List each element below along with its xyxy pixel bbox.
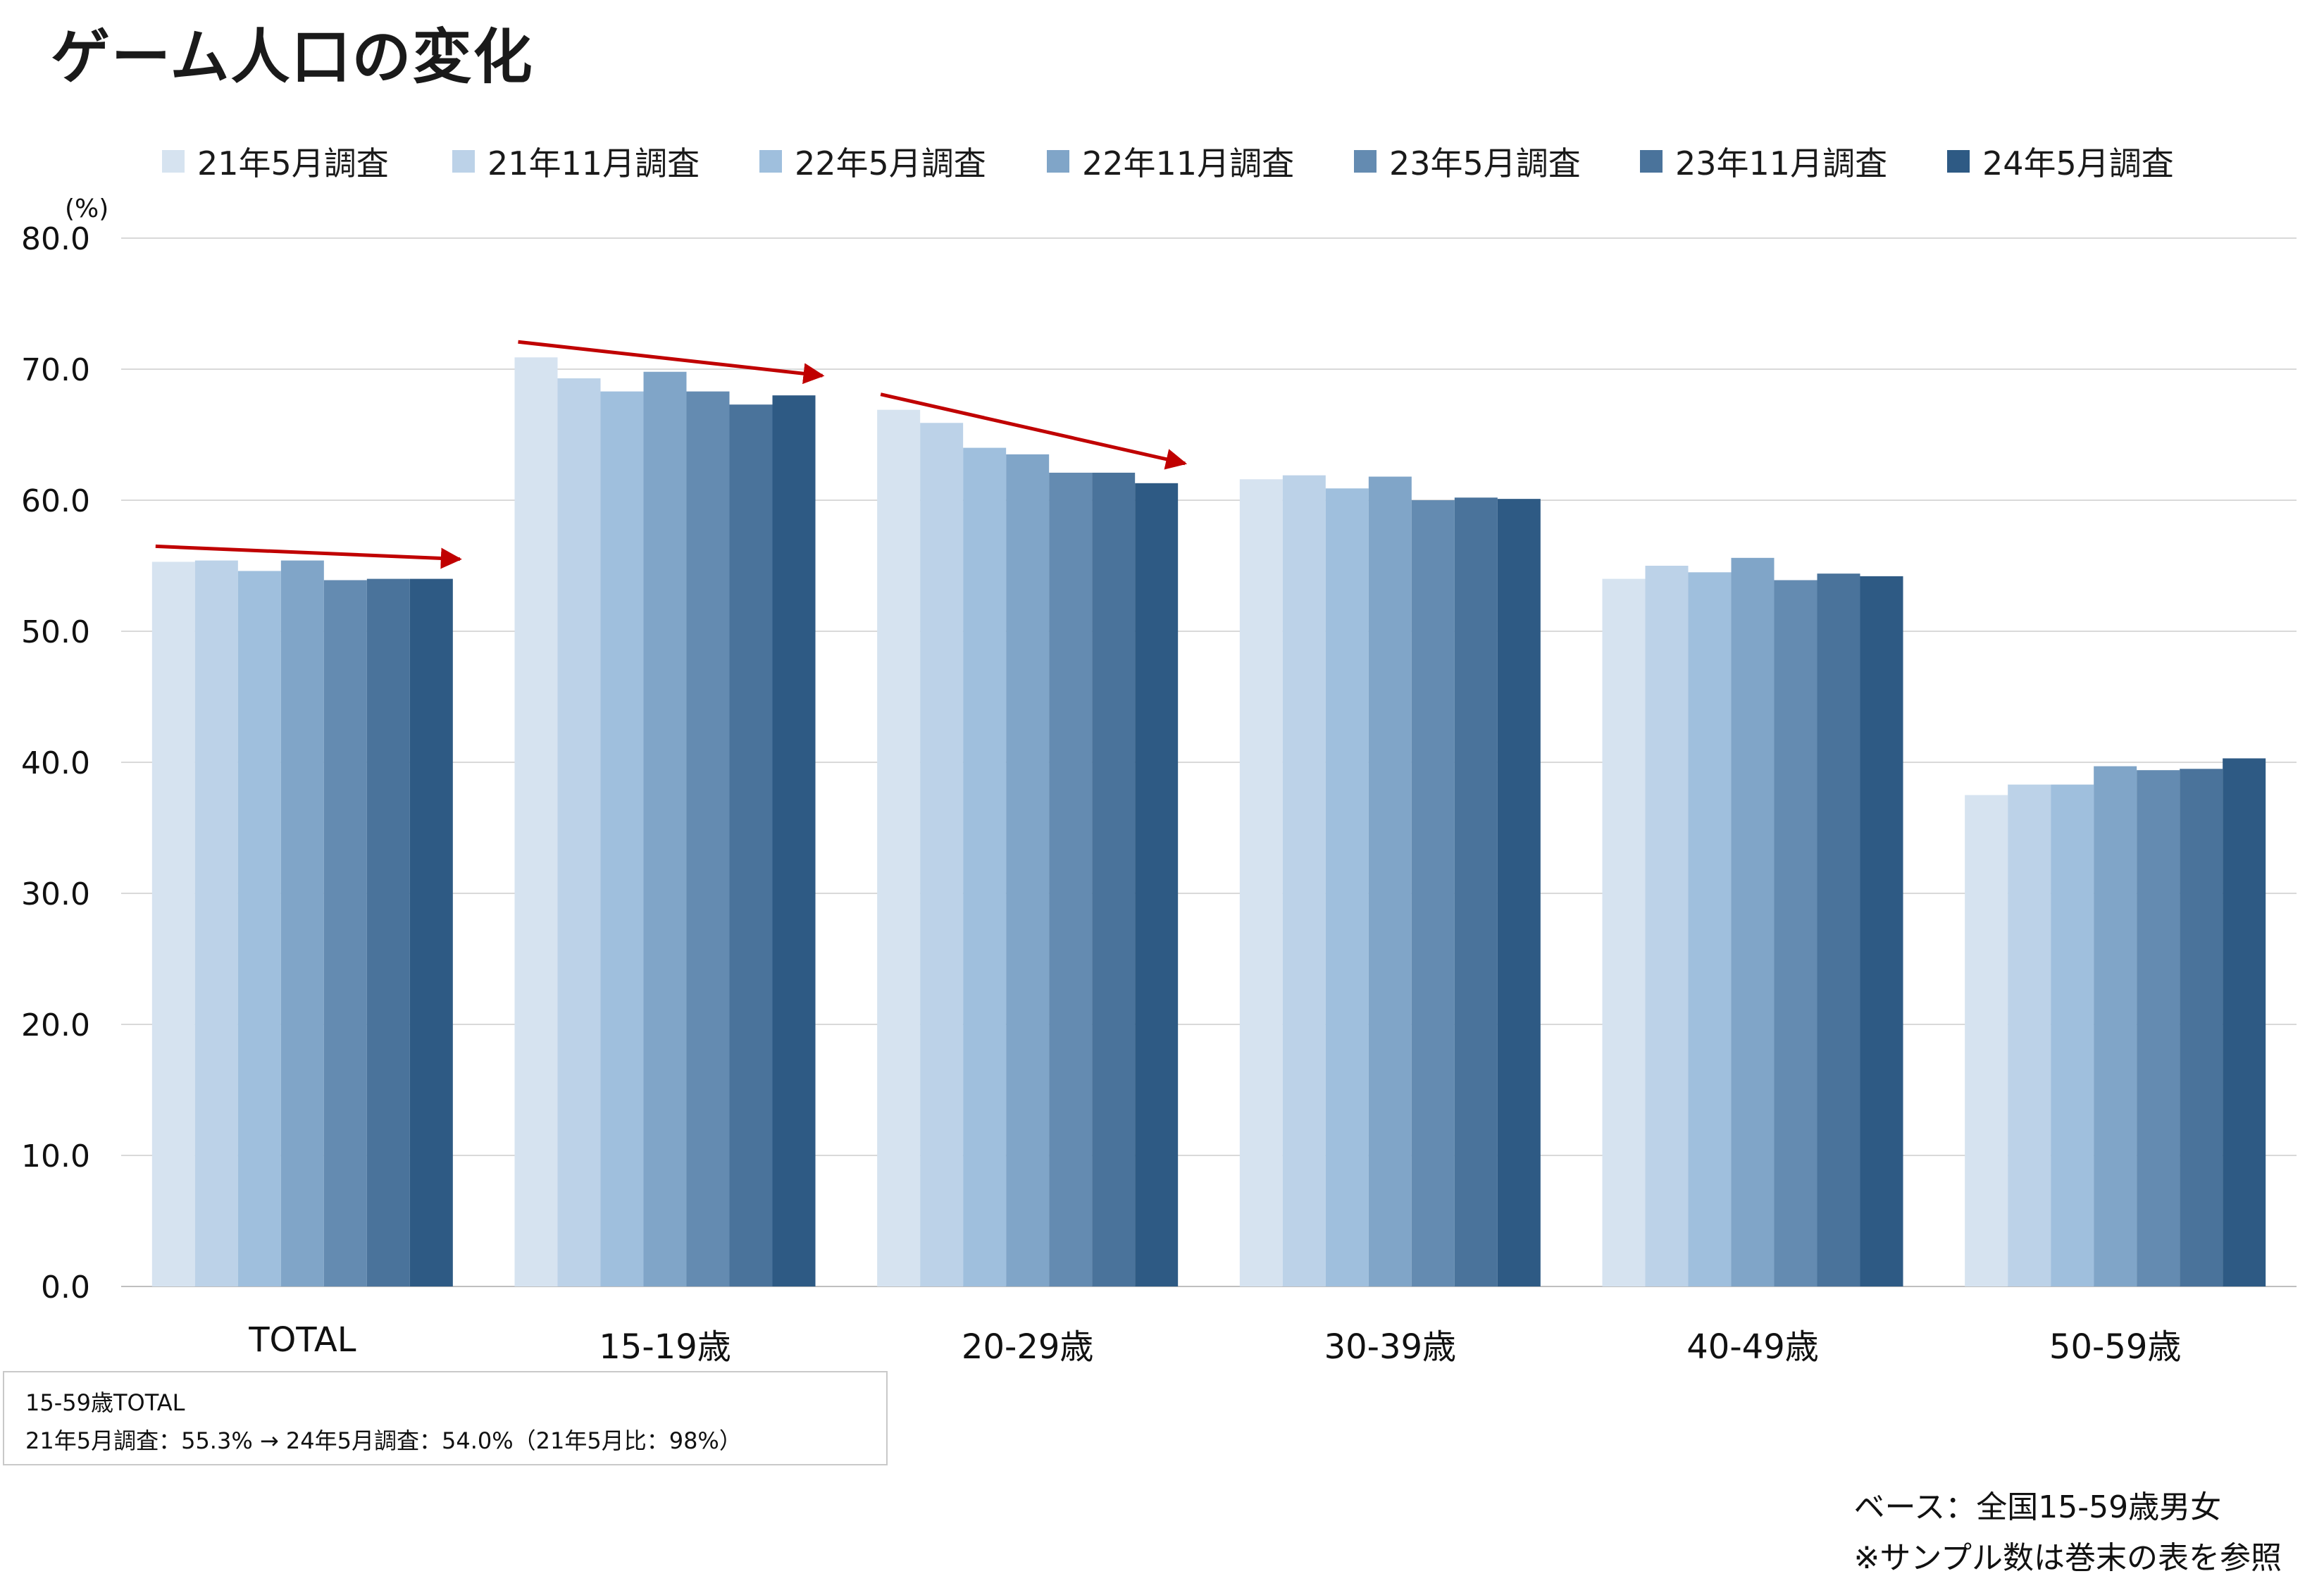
x-tick-label: 20-29歳 [962, 1327, 1093, 1367]
bar [2137, 770, 2180, 1286]
bar [729, 404, 773, 1286]
bar [963, 447, 1007, 1286]
bar [1325, 488, 1369, 1286]
x-tick-label: 50-59歳 [2049, 1327, 2181, 1367]
bar [2223, 758, 2266, 1286]
note-line-1: 15-59歳TOTAL [25, 1389, 185, 1416]
bar [1688, 572, 1732, 1286]
footnote-base: ベース：全国15-59歳男女 [1853, 1489, 2222, 1525]
bar [1817, 573, 1860, 1286]
footnote: ベース：全国15-59歳男女 ※サンプル数は巻末の表を参照 [1853, 1482, 2282, 1584]
bar [1454, 497, 1498, 1286]
bar [151, 562, 195, 1287]
legend-label: 23年5月調査 [1389, 144, 1581, 182]
y-tick-label: 80.0 [21, 221, 90, 257]
x-tick-label: 15-19歳 [599, 1327, 731, 1367]
y-axis-unit-label: (%) [65, 194, 108, 223]
trend-arrow [880, 392, 1188, 470]
legend-label: 21年5月調査 [197, 144, 389, 182]
y-tick-label: 20.0 [21, 1007, 90, 1043]
bar [643, 371, 687, 1286]
bar [1049, 472, 1093, 1287]
y-tick-label: 30.0 [21, 876, 90, 912]
bar [1774, 580, 1817, 1286]
bar [1860, 576, 1903, 1286]
legend-label: 23年11月調査 [1675, 144, 1888, 182]
legend-swatch [1640, 150, 1663, 173]
legend-item: 24年5月調査 [1947, 138, 2174, 185]
y-tick-label: 10.0 [21, 1139, 90, 1174]
note-line-2: 21年5月調査：55.3% → 24年5月調査：54.0%（21年5月比：98%… [25, 1427, 742, 1454]
chart-title: ゲーム人口の変化 [51, 23, 534, 92]
legend-swatch [759, 150, 782, 173]
bar [877, 409, 921, 1287]
bar [772, 395, 816, 1287]
bar [1497, 499, 1541, 1286]
legend-swatch [1354, 150, 1377, 173]
legend-label: 22年5月調査 [795, 144, 986, 182]
bar [1645, 566, 1689, 1286]
x-tick-label: 40-49歳 [1686, 1327, 1818, 1367]
bar [1965, 795, 2008, 1286]
legend-swatch [1947, 150, 1970, 173]
legend-label: 24年5月調査 [1982, 144, 2174, 182]
bar [557, 378, 601, 1286]
legend-swatch [1047, 150, 1069, 173]
legend-item: 23年11月調査 [1640, 138, 1887, 185]
bar [1006, 454, 1050, 1286]
bar [409, 578, 453, 1286]
summary-note-box: 15-59歳TOTAL 21年5月調査：55.3% → 24年5月調査：54.0… [3, 1371, 888, 1465]
y-tick-label: 50.0 [21, 614, 90, 650]
bar [280, 560, 324, 1286]
trend-arrow [518, 340, 825, 385]
legend-swatch [452, 150, 475, 173]
legend-label: 22年11月調査 [1082, 144, 1295, 182]
bar [1602, 578, 1646, 1286]
y-tick-label: 40.0 [21, 745, 90, 781]
y-tick-label: 70.0 [21, 352, 90, 388]
bar [1368, 476, 1412, 1286]
bar [1092, 472, 1136, 1287]
footnote-sample-note: ※サンプル数は巻末の表を参照 [1853, 1540, 2282, 1576]
bar [1411, 500, 1455, 1286]
bar [2051, 784, 2094, 1286]
bar [920, 423, 964, 1286]
legend-item: 23年5月調査 [1354, 138, 1581, 185]
bar [1239, 479, 1283, 1286]
bar [194, 560, 238, 1286]
bar [1282, 475, 1326, 1287]
bar [2008, 784, 2051, 1286]
bar [514, 357, 558, 1286]
bar [2094, 766, 2137, 1286]
trend-arrow [155, 544, 462, 569]
bar [600, 391, 644, 1286]
bar [323, 580, 367, 1286]
legend-item: 21年5月調査 [162, 138, 389, 185]
x-tick-label: 30-39歳 [1324, 1327, 1456, 1367]
legend-swatch [162, 150, 185, 173]
legend-item: 21年11月調査 [452, 138, 700, 185]
bar [1135, 483, 1179, 1286]
y-tick-label: 60.0 [21, 483, 90, 519]
bar [1731, 557, 1775, 1286]
y-tick-label: 0.0 [41, 1270, 90, 1305]
bar [686, 391, 730, 1286]
bar [2180, 769, 2223, 1286]
x-tick-label: TOTAL [248, 1320, 356, 1360]
legend-label: 21年11月調査 [487, 144, 700, 182]
bar [366, 578, 410, 1286]
legend-item: 22年5月調査 [759, 138, 986, 185]
legend-item: 22年11月調査 [1047, 138, 1294, 185]
bar [237, 571, 281, 1286]
